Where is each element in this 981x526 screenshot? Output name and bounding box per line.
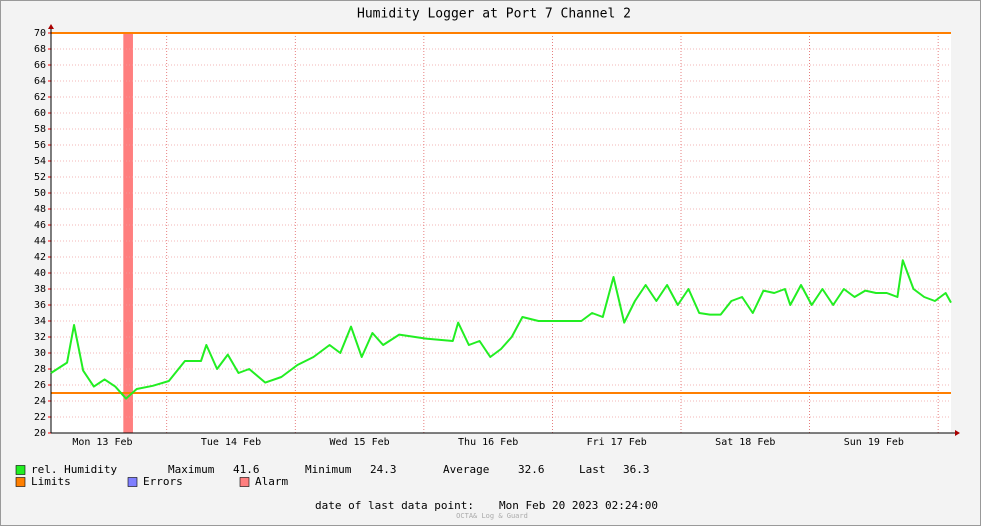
x-tick-label: Sat 18 Feb — [715, 437, 775, 448]
line — [50, 259, 952, 400]
x-tick-label: Wed 15 Feb — [329, 437, 389, 448]
stat-value: 32.6 — [518, 463, 545, 476]
y-tick-label: 48 — [34, 204, 46, 215]
y-tick-label: 24 — [34, 396, 46, 407]
y-tick-label: 28 — [34, 364, 46, 375]
y-tick-label: 36 — [34, 300, 46, 311]
legend-swatch — [239, 477, 250, 487]
y-tick-label: 42 — [34, 252, 46, 263]
y-tick-label: 58 — [34, 124, 46, 135]
stat-label: Maximum — [168, 463, 215, 476]
stat-label: Average — [443, 463, 489, 476]
watermark: OCTA& Log & Guard — [456, 512, 528, 520]
y-tick-label: 38 — [34, 284, 46, 295]
footer-value: Mon Feb 20 2023 02:24:00 — [499, 499, 658, 512]
arrow — [955, 430, 960, 436]
x-tick-label: Thu 16 Feb — [458, 437, 518, 448]
legend-swatch — [15, 465, 26, 475]
x-tick-label: Fri 17 Feb — [587, 437, 647, 448]
y-tick-label: 30 — [34, 348, 46, 359]
y-tick-label: 64 — [34, 76, 46, 87]
chart-title: Humidity Logger at Port 7 Channel 2 — [357, 7, 631, 22]
y-tick-label: 22 — [34, 412, 46, 423]
legend-label: Errors — [143, 475, 183, 488]
y-tick-label: 44 — [34, 236, 46, 247]
legend-label: Alarm — [255, 475, 288, 488]
y-tick-label: 54 — [34, 156, 46, 167]
y-tick-label: 20 — [34, 428, 46, 439]
stat-value: 36.3 — [623, 463, 650, 476]
y-tick-label: 52 — [34, 172, 46, 183]
arrow — [48, 24, 54, 29]
stat-label: Last — [579, 463, 606, 476]
y-tick-label: 70 — [34, 28, 46, 39]
y-tick-label: 34 — [34, 316, 46, 327]
stat-label: Minimum — [305, 463, 352, 476]
y-tick-label: 46 — [34, 220, 46, 231]
legend-swatch — [15, 477, 26, 487]
plot-area — [51, 33, 951, 433]
y-tick-label: 68 — [34, 44, 46, 55]
y-tick-label: 66 — [34, 60, 46, 71]
y-tick-label: 60 — [34, 108, 46, 119]
legend-label: Limits — [31, 475, 71, 488]
alarm-band — [123, 33, 133, 433]
legend-swatch — [127, 477, 138, 487]
x-tick-label: Mon 13 Feb — [72, 437, 132, 448]
x-tick-label: Sun 19 Feb — [844, 437, 904, 448]
y-tick-label: 56 — [34, 140, 46, 151]
y-tick-label: 62 — [34, 92, 46, 103]
y-tick-label: 32 — [34, 332, 46, 343]
stat-value: 24.3 — [370, 463, 397, 476]
y-tick-label: 50 — [34, 188, 46, 199]
y-tick-label: 26 — [34, 380, 46, 391]
x-tick-label: Tue 14 Feb — [201, 437, 261, 448]
footer-label: date of last data point: — [315, 499, 474, 512]
stat-value: 41.6 — [233, 463, 260, 476]
legend-label: rel. Humidity — [31, 463, 117, 476]
y-tick-label: 40 — [34, 268, 46, 279]
